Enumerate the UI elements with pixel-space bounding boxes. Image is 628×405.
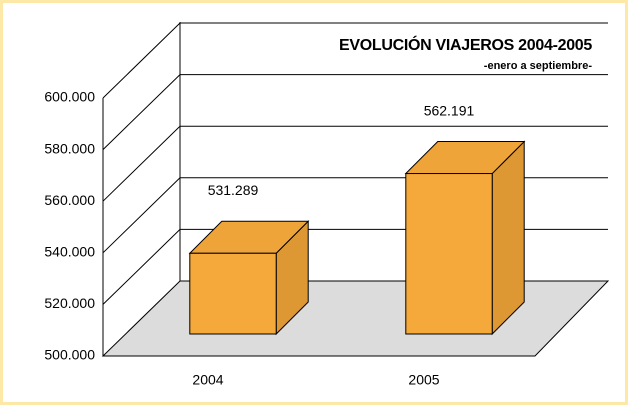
floor [101, 280, 610, 357]
grid-line [102, 74, 608, 150]
y-tick-label: 580.000 [44, 140, 95, 156]
y-tick-label: 560.000 [44, 192, 95, 208]
value-label: 531.289 [208, 182, 259, 198]
grid-line [102, 22, 608, 99]
bar [189, 252, 277, 335]
y-tick-label: 520.000 [44, 295, 95, 311]
y-tick-label: 540.000 [44, 244, 95, 260]
y-tick-label: 600.000 [44, 89, 95, 105]
bar [405, 173, 493, 335]
x-tick-label: 2004 [192, 372, 223, 388]
y-tick-label: 500.000 [44, 347, 95, 363]
x-tick-label: 2005 [408, 372, 439, 388]
bar-side [491, 140, 525, 336]
chart-subtitle: -enero a septiembre- [484, 60, 593, 72]
chart-title: EVOLUCIÓN VIAJEROS 2004-2005 [339, 35, 592, 54]
grid-line [102, 125, 608, 202]
value-label: 562.191 [424, 102, 475, 118]
